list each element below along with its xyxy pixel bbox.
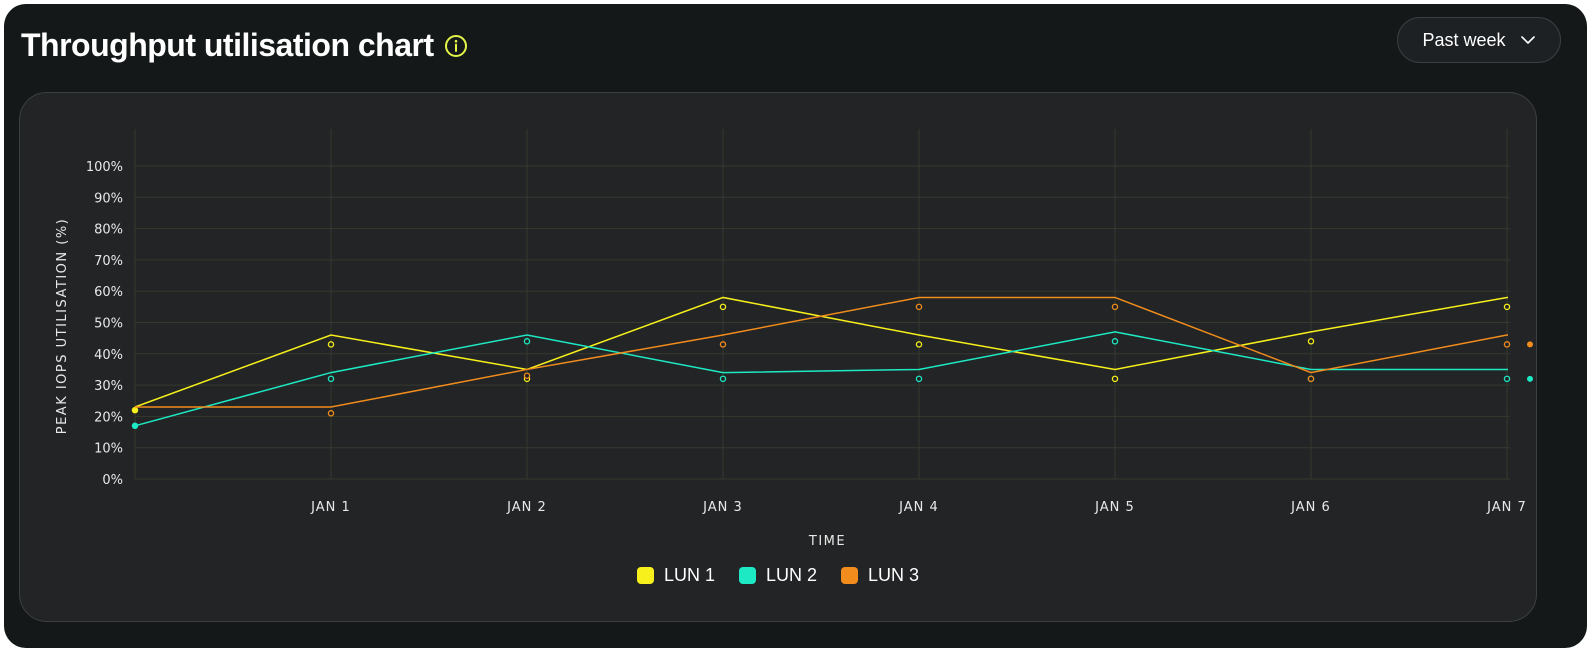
legend-item-lun-1[interactable]: LUN 1 [636, 565, 715, 586]
y-axis-title: PEAK IOPS UTILISATION (%) [55, 218, 70, 435]
y-tick-label: 60% [94, 285, 123, 300]
throughput-card: Throughput utilisation chart Past week 0… [4, 4, 1587, 648]
series-point-3 [915, 303, 923, 311]
x-tick-label: JAN 7 [1486, 500, 1527, 515]
legend-item-lun-2[interactable]: LUN 2 [738, 565, 818, 586]
x-tick-label: JAN 2 [506, 500, 547, 515]
series-point-1 [1503, 303, 1511, 311]
y-tick-label: 90% [94, 191, 123, 206]
legend-label: LUN 1 [663, 565, 715, 585]
series-point-2 [1111, 338, 1119, 345]
series-point-2 [915, 375, 923, 383]
series-point-2 [131, 422, 139, 430]
x-tick-label: JAN 5 [1094, 500, 1135, 515]
series-point-1 [1111, 375, 1119, 383]
legend-swatch [841, 567, 859, 584]
legend-item-lun-3[interactable]: LUN 3 [841, 565, 919, 586]
legend-label: LUN 2 [765, 565, 818, 585]
series-point-3 [523, 372, 531, 379]
series-point-3 [1527, 341, 1533, 348]
series-point-1 [719, 303, 727, 311]
series-point-1 [327, 341, 335, 348]
series-line-1 [134, 296, 1508, 408]
time-range-dropdown[interactable]: Past week [1397, 17, 1561, 63]
x-axis-title: TIME [808, 534, 846, 549]
series-point-2 [327, 375, 335, 383]
x-tick-label: JAN 6 [1290, 500, 1331, 515]
x-tick-label: JAN 4 [898, 500, 939, 515]
legend-label: LUN 3 [868, 565, 920, 585]
y-tick-label: 80% [94, 223, 123, 238]
x-tick-label: JAN 1 [310, 500, 351, 515]
x-tick-label: JAN 3 [702, 500, 743, 515]
series-point-3 [1111, 303, 1119, 311]
time-range-label: Past week [1422, 29, 1506, 50]
series-line-2 [134, 331, 1508, 427]
y-tick-label: 40% [94, 348, 123, 363]
chart-legend: LUN 1 LUN 2 LUN 3 [20, 565, 1536, 586]
series-point-3 [1503, 341, 1511, 348]
chevron-down-icon [1520, 32, 1536, 48]
series-point-3 [327, 410, 335, 417]
y-tick-label: 100% [86, 160, 123, 175]
page-title: Throughput utilisation chart [21, 26, 434, 63]
series-point-2 [1527, 375, 1533, 382]
y-tick-label: 70% [94, 254, 123, 269]
series-point-1 [1307, 338, 1315, 345]
series-point-1 [915, 341, 923, 348]
legend-swatch [738, 567, 756, 584]
series-point-2 [523, 338, 531, 345]
legend-swatch [636, 567, 654, 584]
chart-panel: 0% 10% 20% 30% 40% 50% 60% 70% 80% 90% 100% JAN 1 JA… [19, 92, 1537, 622]
series-line-3 [135, 296, 1508, 408]
series-point-2 [719, 375, 727, 383]
series-point-1 [131, 406, 139, 414]
card-header: Throughput utilisation chart [21, 22, 468, 68]
y-tick-label: 50% [94, 317, 123, 332]
series-point-2 [1503, 375, 1511, 383]
y-tick-label: 20% [94, 410, 123, 425]
series-point-3 [719, 341, 727, 348]
y-tick-label: 0% [102, 473, 123, 488]
info-icon[interactable] [444, 34, 468, 58]
series-point-3 [1307, 375, 1315, 383]
y-tick-label: 30% [94, 379, 123, 394]
y-tick-label: 10% [94, 442, 123, 457]
line-chart: 0% 10% 20% 30% 40% 50% 60% 70% 80% 90% 100% JAN 1 JA… [55, 129, 1533, 549]
